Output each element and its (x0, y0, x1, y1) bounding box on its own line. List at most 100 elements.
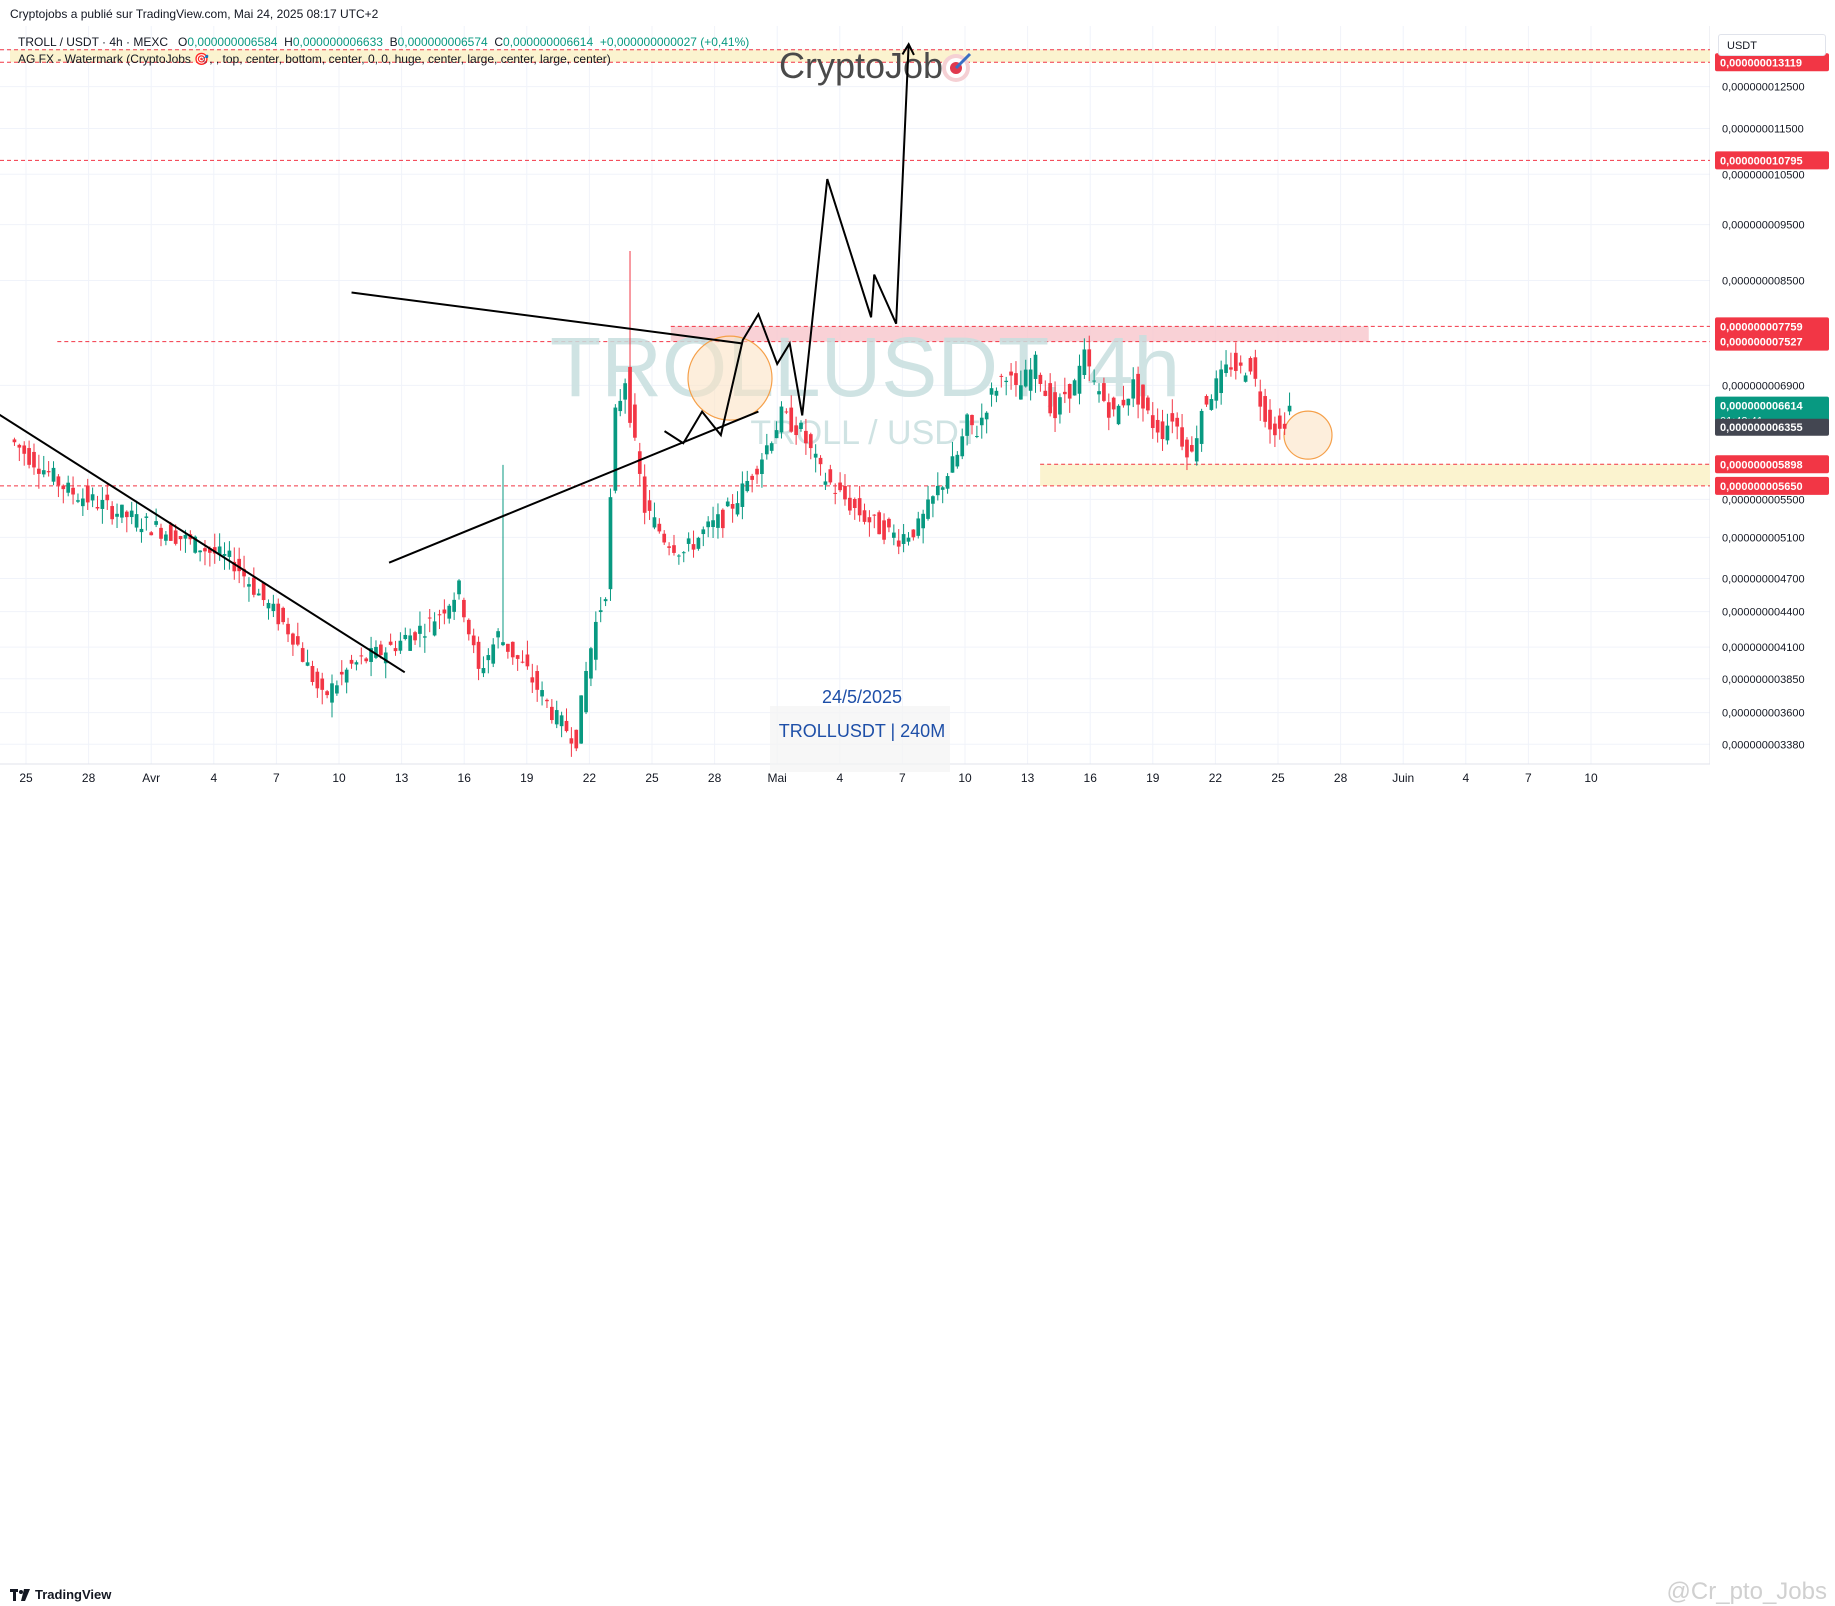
candle-body (530, 677, 535, 683)
x-tick-label: 28 (82, 771, 96, 785)
candle-body (339, 671, 344, 675)
candle-body (672, 545, 676, 553)
candle-body (32, 451, 36, 468)
candle-body (325, 691, 329, 696)
triangle-support-line (388, 410, 759, 564)
tradingview-brand: TradingView (35, 1587, 112, 1602)
candle-body (613, 407, 618, 491)
projection-arrowhead (901, 42, 915, 56)
y-tick-label: 0,000000008500 (1722, 276, 1805, 288)
candle-body (1033, 354, 1038, 379)
level-label: 0,000000007527 (1720, 337, 1803, 349)
candle-body (940, 487, 945, 490)
y-tick-label: 0,000000011500 (1722, 124, 1804, 136)
candle-body (364, 658, 369, 662)
candle-body (623, 383, 627, 400)
indicator-legend[interactable]: AG FX - Watermark (CryptoJobs 🎯, , top, … (18, 52, 611, 66)
level-label: 0,000000005898 (1720, 459, 1803, 471)
candle-body (1077, 365, 1082, 394)
zones (10, 49, 1710, 486)
candle-body (1097, 391, 1101, 395)
candle-body (1053, 392, 1057, 419)
candle-body (691, 544, 696, 550)
candle-body (774, 430, 779, 439)
candle-body (760, 459, 764, 474)
y-tick-label: 0,000000004400 (1722, 607, 1805, 619)
candle-body (349, 659, 354, 664)
candle-body (310, 665, 315, 683)
candle-body (335, 685, 339, 694)
candle-body (1082, 349, 1087, 376)
candle-body (882, 520, 886, 540)
candle-body (1282, 423, 1287, 429)
candle-body (105, 494, 110, 501)
candle-body (935, 485, 940, 496)
x-tick-label: 4 (1462, 771, 1469, 785)
candle-body (1170, 413, 1175, 422)
candle-body (178, 536, 183, 540)
candle-body (799, 422, 803, 429)
candle-body (1194, 438, 1199, 462)
candle-body (330, 683, 334, 703)
candle-body (931, 496, 935, 504)
candle-body (281, 607, 285, 623)
published-info: Cryptojobs a publié sur TradingView.com,… (10, 7, 379, 21)
x-tick-label: Juin (1392, 771, 1414, 785)
candle-body (261, 582, 266, 601)
highlight-circle (687, 335, 773, 421)
candle-body (198, 550, 202, 553)
candle-body (608, 497, 613, 590)
candle-body (403, 634, 408, 640)
candle-body (359, 655, 364, 657)
candle-body (789, 407, 794, 432)
candle-body (618, 400, 623, 412)
candle-body (1038, 374, 1043, 384)
candle-body (1111, 397, 1116, 410)
currency-button[interactable]: USDT (1718, 34, 1826, 56)
candle-body (896, 540, 901, 547)
candle-body (755, 468, 759, 475)
candle-body (965, 414, 969, 436)
candle-body (491, 644, 496, 664)
candle-body (369, 648, 373, 662)
y-tick-label: 0,000000012500 (1722, 82, 1805, 94)
tradingview-logo[interactable]: TradingView (10, 1587, 111, 1602)
level-label-bg (1715, 455, 1829, 474)
candle-body (891, 532, 896, 538)
y-tick-label: 0,000000006900 (1722, 380, 1805, 392)
candle-body (1150, 415, 1155, 429)
candle-body (300, 648, 305, 662)
candle-body (481, 668, 486, 674)
candle-body (735, 503, 740, 515)
x-tick-label: Mai (768, 771, 787, 785)
x-tick-label: 10 (1584, 771, 1598, 785)
candle-body (139, 528, 144, 533)
candle-body (545, 699, 549, 702)
candle-body (46, 471, 51, 473)
candle-body (432, 621, 437, 636)
candle-body (960, 436, 965, 457)
candle-body (1028, 369, 1033, 391)
legend-high: 0,000000006633 (292, 35, 383, 49)
candle-body (750, 475, 754, 480)
candle-body (647, 500, 652, 511)
candle-body (911, 529, 916, 538)
candle-body (466, 619, 471, 635)
candle-body (984, 412, 989, 420)
author-credit: @Cr_pto_Jobs (1666, 1578, 1827, 1605)
price-chart[interactable]: TROLLUSDT, 4h TROLL / USDT CryptoJobs 24… (0, 26, 1835, 790)
watermark-brand: CryptoJobs (779, 45, 961, 86)
candle-body (1126, 398, 1131, 406)
candle-body (1136, 373, 1140, 405)
level-label: 0,000000005650 (1720, 481, 1803, 493)
candle-body (593, 621, 598, 660)
tradingview-logo-icon (10, 1588, 30, 1601)
x-tick-label: 7 (899, 771, 906, 785)
candle-body (37, 468, 41, 474)
candle-body (183, 534, 188, 539)
x-tick-label: 25 (645, 771, 659, 785)
level-lines (0, 49, 1710, 487)
candle-body (1209, 399, 1214, 410)
candle-body (848, 497, 852, 511)
candle-body (589, 648, 593, 679)
